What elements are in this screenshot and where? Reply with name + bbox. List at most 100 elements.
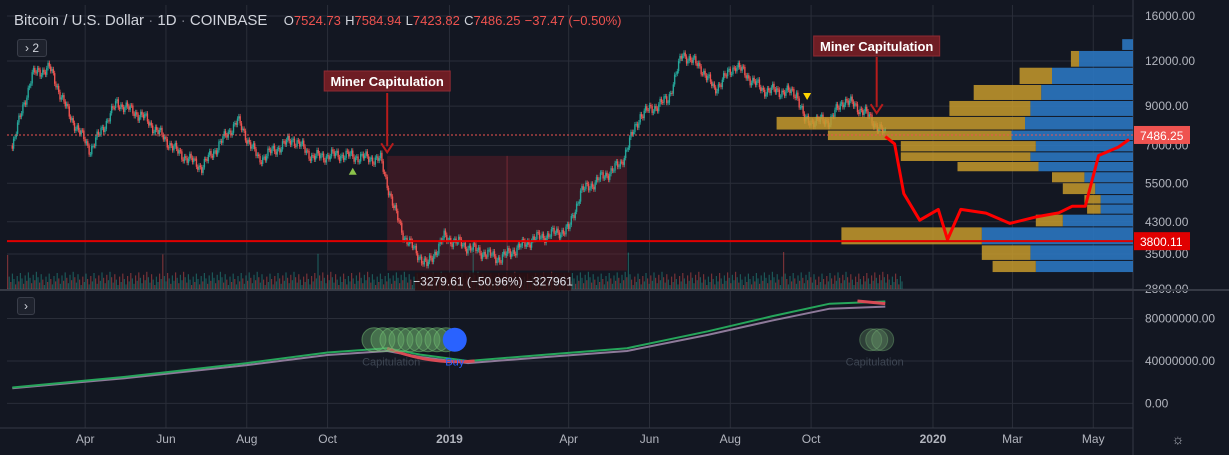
volume-bar: [623, 280, 625, 289]
volume-bar: [658, 274, 660, 289]
candle-body: [269, 149, 272, 154]
buy-marker[interactable]: [442, 327, 467, 352]
candle-body: [567, 224, 570, 229]
volume-bar: [672, 282, 674, 289]
volume-bar: [18, 281, 20, 289]
candle-body: [525, 244, 527, 247]
candle-body: [785, 90, 787, 96]
candle-body: [768, 88, 770, 91]
candle-body: [648, 105, 651, 111]
volume-bar: [880, 280, 882, 289]
volume-bar: [663, 277, 665, 289]
volume-bar: [731, 274, 733, 289]
interval-label[interactable]: 1D: [157, 12, 177, 29]
volume-bar: [818, 276, 820, 289]
volume-bar: [267, 282, 269, 289]
volume-bar: [669, 285, 671, 289]
candle-body: [271, 148, 273, 154]
candle-body: [80, 130, 82, 135]
candle-body: [284, 141, 286, 145]
candle-body: [173, 146, 175, 151]
volume-profile-down-bar: [973, 84, 1042, 100]
collapse-studies-button[interactable]: › 2: [17, 39, 47, 57]
indicator-secondary-line: [12, 305, 886, 390]
volume-bar: [707, 276, 709, 289]
candle-body: [232, 124, 235, 133]
volume-bar: [751, 284, 753, 289]
candle-body: [666, 96, 668, 103]
candle-body: [779, 96, 782, 98]
candle-body: [436, 253, 439, 255]
volume-bar: [595, 285, 597, 289]
candle-body: [67, 103, 69, 107]
candle-body: [586, 182, 588, 184]
volume-bar: [125, 284, 127, 289]
volume-bar: [243, 283, 245, 289]
candle-body: [695, 56, 697, 64]
volume-bar: [856, 282, 858, 289]
volume-bar: [115, 279, 117, 289]
candle-body: [363, 155, 366, 159]
candle-body: [802, 105, 804, 114]
candle-body: [609, 174, 611, 180]
candle-body: [844, 98, 847, 105]
candle-body: [132, 105, 134, 114]
volume-bar: [597, 276, 599, 289]
capitulation-marker: [859, 328, 883, 352]
candle-body: [858, 112, 860, 115]
volume-bar: [239, 281, 241, 289]
volume-bar: [739, 274, 741, 289]
candle-body: [487, 249, 489, 257]
candle-body: [320, 155, 322, 159]
volume-bar: [872, 280, 874, 289]
candle-body: [850, 96, 852, 101]
candle-body: [760, 87, 762, 91]
volume-bar: [602, 279, 604, 289]
candle-body: [561, 230, 563, 235]
annotation-box[interactable]: [323, 70, 451, 92]
candle-body: [398, 220, 400, 222]
volume-bar: [863, 276, 865, 289]
volume-bar: [235, 284, 237, 289]
candle-body: [174, 142, 176, 147]
candle-body: [479, 247, 481, 254]
candle-body: [569, 224, 571, 229]
volume-bar: [128, 281, 130, 289]
candle-body: [85, 141, 88, 144]
volume-bar: [584, 274, 586, 289]
candle-body: [430, 255, 432, 259]
capitulation-marker: [388, 327, 414, 353]
candle-body: [501, 254, 504, 263]
volume-bar: [136, 280, 138, 289]
candle-body: [235, 123, 237, 125]
volume-bar: [344, 279, 346, 289]
candle-body: [481, 254, 484, 259]
candle-body: [556, 228, 558, 233]
candle-body: [305, 150, 308, 153]
volume-bar: [285, 272, 287, 289]
candle-body: [553, 227, 555, 234]
volume-bar: [296, 282, 298, 289]
candle-body: [20, 113, 23, 117]
candle-body: [465, 249, 468, 254]
volume-bar: [403, 271, 405, 289]
candle-body: [495, 256, 497, 264]
symbol-name[interactable]: Bitcoin / U.S. Dollar: [14, 12, 145, 29]
candle-body: [191, 157, 194, 163]
volume-bar: [855, 276, 857, 289]
volume-bar: [72, 271, 74, 289]
candle-body: [765, 94, 767, 97]
indicator-collapse-button[interactable]: ›: [17, 297, 35, 315]
annotation-box[interactable]: [813, 35, 941, 57]
symbol-header: Bitcoin / U.S. Dollar · 1D · COINBASE O7…: [14, 12, 622, 29]
candle-body: [644, 106, 647, 111]
candle-body: [397, 210, 399, 221]
projection-line[interactable]: [884, 135, 1130, 242]
volume-bar: [123, 279, 125, 289]
candle-body: [662, 102, 664, 103]
y-tick-label: 5500.00: [1145, 176, 1189, 190]
volume-profile-up-bar: [1035, 141, 1133, 152]
volume-bar: [370, 282, 372, 289]
x-tick-label: Mar: [1002, 432, 1023, 446]
